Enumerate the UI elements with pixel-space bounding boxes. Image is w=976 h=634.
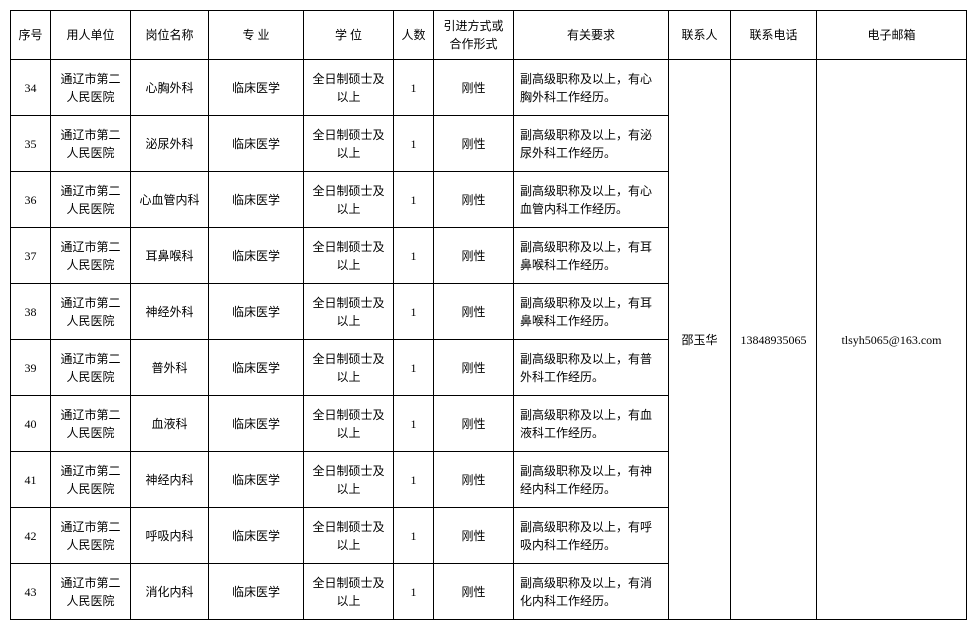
cell-num: 1 (394, 396, 434, 452)
cell-pos: 心胸外科 (131, 60, 209, 116)
cell-deg: 全日制硕士及以上 (304, 60, 394, 116)
cell-org: 通辽市第二人民医院 (51, 396, 131, 452)
cell-pos: 血液科 (131, 396, 209, 452)
cell-req: 副高级职称及以上，有泌尿外科工作经历。 (514, 116, 669, 172)
cell-spec: 临床医学 (209, 228, 304, 284)
cell-deg: 全日制硕士及以上 (304, 228, 394, 284)
cell-pos: 消化内科 (131, 564, 209, 620)
cell-req: 副高级职称及以上，有心胸外科工作经历。 (514, 60, 669, 116)
cell-spec: 临床医学 (209, 508, 304, 564)
cell-seq: 41 (11, 452, 51, 508)
cell-seq: 36 (11, 172, 51, 228)
cell-deg: 全日制硕士及以上 (304, 396, 394, 452)
cell-pos: 神经外科 (131, 284, 209, 340)
cell-seq: 39 (11, 340, 51, 396)
cell-seq: 37 (11, 228, 51, 284)
cell-num: 1 (394, 340, 434, 396)
cell-deg: 全日制硕士及以上 (304, 116, 394, 172)
cell-spec: 临床医学 (209, 172, 304, 228)
cell-seq: 34 (11, 60, 51, 116)
table-header: 序号 用人单位 岗位名称 专 业 学 位 人数 引进方式或合作形式 有关要求 联… (11, 11, 967, 60)
cell-pos: 呼吸内科 (131, 508, 209, 564)
cell-org: 通辽市第二人民医院 (51, 508, 131, 564)
cell-pos: 心血管内科 (131, 172, 209, 228)
cell-mode: 刚性 (434, 228, 514, 284)
cell-mode: 刚性 (434, 508, 514, 564)
col-contact: 联系人 (669, 11, 731, 60)
cell-mode: 刚性 (434, 452, 514, 508)
cell-mode: 刚性 (434, 284, 514, 340)
cell-seq: 42 (11, 508, 51, 564)
cell-email: tlsyh5065@163.com (817, 60, 967, 620)
col-seq: 序号 (11, 11, 51, 60)
cell-phone: 13848935065 (731, 60, 817, 620)
cell-org: 通辽市第二人民医院 (51, 60, 131, 116)
table-body: 34通辽市第二人民医院心胸外科临床医学全日制硕士及以上1刚性副高级职称及以上，有… (11, 60, 967, 620)
cell-req: 副高级职称及以上，有消化内科工作经历。 (514, 564, 669, 620)
cell-org: 通辽市第二人民医院 (51, 228, 131, 284)
cell-spec: 临床医学 (209, 60, 304, 116)
cell-req: 副高级职称及以上，有耳鼻喉科工作经历。 (514, 228, 669, 284)
col-phone: 联系电话 (731, 11, 817, 60)
col-org: 用人单位 (51, 11, 131, 60)
cell-seq: 35 (11, 116, 51, 172)
cell-spec: 临床医学 (209, 452, 304, 508)
cell-mode: 刚性 (434, 172, 514, 228)
cell-org: 通辽市第二人民医院 (51, 284, 131, 340)
cell-deg: 全日制硕士及以上 (304, 508, 394, 564)
col-num: 人数 (394, 11, 434, 60)
cell-spec: 临床医学 (209, 116, 304, 172)
col-deg: 学 位 (304, 11, 394, 60)
cell-pos: 神经内科 (131, 452, 209, 508)
cell-mode: 刚性 (434, 564, 514, 620)
cell-num: 1 (394, 172, 434, 228)
cell-seq: 38 (11, 284, 51, 340)
table-row: 34通辽市第二人民医院心胸外科临床医学全日制硕士及以上1刚性副高级职称及以上，有… (11, 60, 967, 116)
cell-deg: 全日制硕士及以上 (304, 284, 394, 340)
cell-org: 通辽市第二人民医院 (51, 564, 131, 620)
cell-pos: 普外科 (131, 340, 209, 396)
cell-seq: 40 (11, 396, 51, 452)
cell-spec: 临床医学 (209, 340, 304, 396)
cell-seq: 43 (11, 564, 51, 620)
cell-org: 通辽市第二人民医院 (51, 452, 131, 508)
cell-org: 通辽市第二人民医院 (51, 340, 131, 396)
col-spec: 专 业 (209, 11, 304, 60)
cell-deg: 全日制硕士及以上 (304, 172, 394, 228)
cell-num: 1 (394, 228, 434, 284)
recruitment-table: 序号 用人单位 岗位名称 专 业 学 位 人数 引进方式或合作形式 有关要求 联… (10, 10, 967, 620)
cell-req: 副高级职称及以上，有神经内科工作经历。 (514, 452, 669, 508)
cell-pos: 泌尿外科 (131, 116, 209, 172)
cell-spec: 临床医学 (209, 284, 304, 340)
cell-pos: 耳鼻喉科 (131, 228, 209, 284)
cell-mode: 刚性 (434, 116, 514, 172)
cell-deg: 全日制硕士及以上 (304, 452, 394, 508)
cell-mode: 刚性 (434, 60, 514, 116)
col-pos: 岗位名称 (131, 11, 209, 60)
cell-num: 1 (394, 564, 434, 620)
cell-req: 副高级职称及以上，有耳鼻喉科工作经历。 (514, 284, 669, 340)
cell-num: 1 (394, 116, 434, 172)
cell-num: 1 (394, 60, 434, 116)
cell-req: 副高级职称及以上，有心血管内科工作经历。 (514, 172, 669, 228)
cell-deg: 全日制硕士及以上 (304, 564, 394, 620)
cell-mode: 刚性 (434, 396, 514, 452)
cell-req: 副高级职称及以上，有普外科工作经历。 (514, 340, 669, 396)
cell-num: 1 (394, 284, 434, 340)
cell-num: 1 (394, 452, 434, 508)
cell-spec: 临床医学 (209, 396, 304, 452)
cell-req: 副高级职称及以上，有呼吸内科工作经历。 (514, 508, 669, 564)
cell-req: 副高级职称及以上，有血液科工作经历。 (514, 396, 669, 452)
cell-org: 通辽市第二人民医院 (51, 116, 131, 172)
cell-mode: 刚性 (434, 340, 514, 396)
cell-num: 1 (394, 508, 434, 564)
cell-spec: 临床医学 (209, 564, 304, 620)
cell-contact: 邵玉华 (669, 60, 731, 620)
col-mode: 引进方式或合作形式 (434, 11, 514, 60)
cell-deg: 全日制硕士及以上 (304, 340, 394, 396)
cell-org: 通辽市第二人民医院 (51, 172, 131, 228)
col-email: 电子邮箱 (817, 11, 967, 60)
col-req: 有关要求 (514, 11, 669, 60)
